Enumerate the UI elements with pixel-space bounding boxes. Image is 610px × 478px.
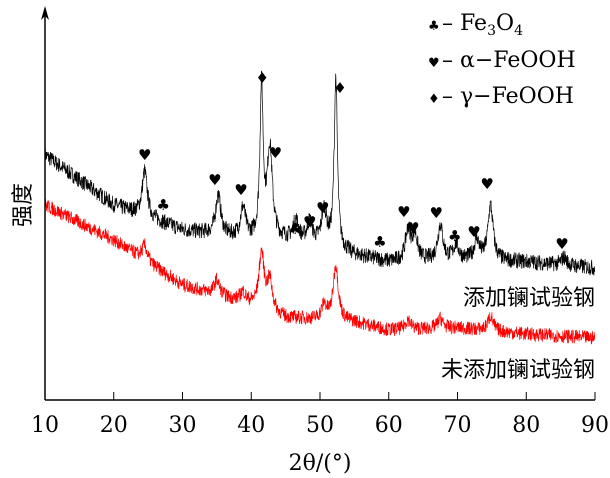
x-tick-label: 90 bbox=[581, 413, 609, 438]
peak-marker: ♦ bbox=[333, 79, 346, 97]
legend-label-gamma-feooh: – γ−FeOOH bbox=[442, 84, 574, 109]
peak-marker: ♥ bbox=[316, 199, 329, 217]
series-line-1 bbox=[44, 70, 596, 276]
legend: ♣ – Fe3O4 ♥ – α−FeOOH ♦ – γ−FeOOH bbox=[428, 11, 576, 109]
peak-marker: ♥ bbox=[429, 204, 442, 222]
peak-marker: ♥ bbox=[397, 203, 410, 221]
x-tick-label: 60 bbox=[375, 413, 403, 438]
peak-marker: ♣ bbox=[289, 220, 302, 238]
peak-marker: ♥ bbox=[234, 181, 247, 199]
peak-marker: ♥ bbox=[406, 219, 419, 237]
x-axis-label: 2θ/(°) bbox=[289, 451, 352, 476]
peak-marker: ♣ bbox=[157, 196, 170, 214]
peak-marker: ♥ bbox=[269, 144, 282, 162]
peak-marker: ♥ bbox=[480, 175, 493, 193]
x-tick-label: 80 bbox=[512, 413, 540, 438]
y-axis-arrow bbox=[41, 6, 49, 20]
x-tick-label: 50 bbox=[306, 413, 334, 438]
peak-marker: ♦ bbox=[256, 69, 269, 87]
peak-marker: ♣ bbox=[373, 233, 386, 251]
peak-marker: ♣ bbox=[448, 227, 461, 245]
y-axis-label: 强度 bbox=[11, 183, 36, 227]
annotation-no-la-steel: 未添加镧试验钢 bbox=[441, 358, 595, 383]
legend-label-alpha-feooh: – α−FeOOH bbox=[442, 48, 576, 73]
legend-symbol-heart: ♥ bbox=[428, 56, 440, 71]
x-tick-label: 20 bbox=[100, 413, 128, 438]
peak-marker: ♥ bbox=[303, 213, 316, 231]
legend-symbol-club: ♣ bbox=[428, 19, 440, 34]
peak-marker: ♥ bbox=[208, 171, 221, 189]
x-tick-label: 70 bbox=[444, 413, 472, 438]
peak-marker: ♥ bbox=[555, 235, 568, 253]
x-tick-label: 30 bbox=[169, 413, 197, 438]
peak-marker: ♥ bbox=[467, 223, 480, 241]
x-tick-label: 40 bbox=[237, 413, 265, 438]
legend-label-fe3o4: – Fe3O4 bbox=[442, 11, 523, 39]
legend-symbol-diamond: ♦ bbox=[428, 92, 440, 107]
series-line-2 bbox=[44, 199, 596, 345]
annotation-la-steel: 添加镧试验钢 bbox=[463, 286, 595, 311]
x-tick-label: 10 bbox=[31, 413, 59, 438]
peak-marker: ♥ bbox=[138, 146, 151, 164]
